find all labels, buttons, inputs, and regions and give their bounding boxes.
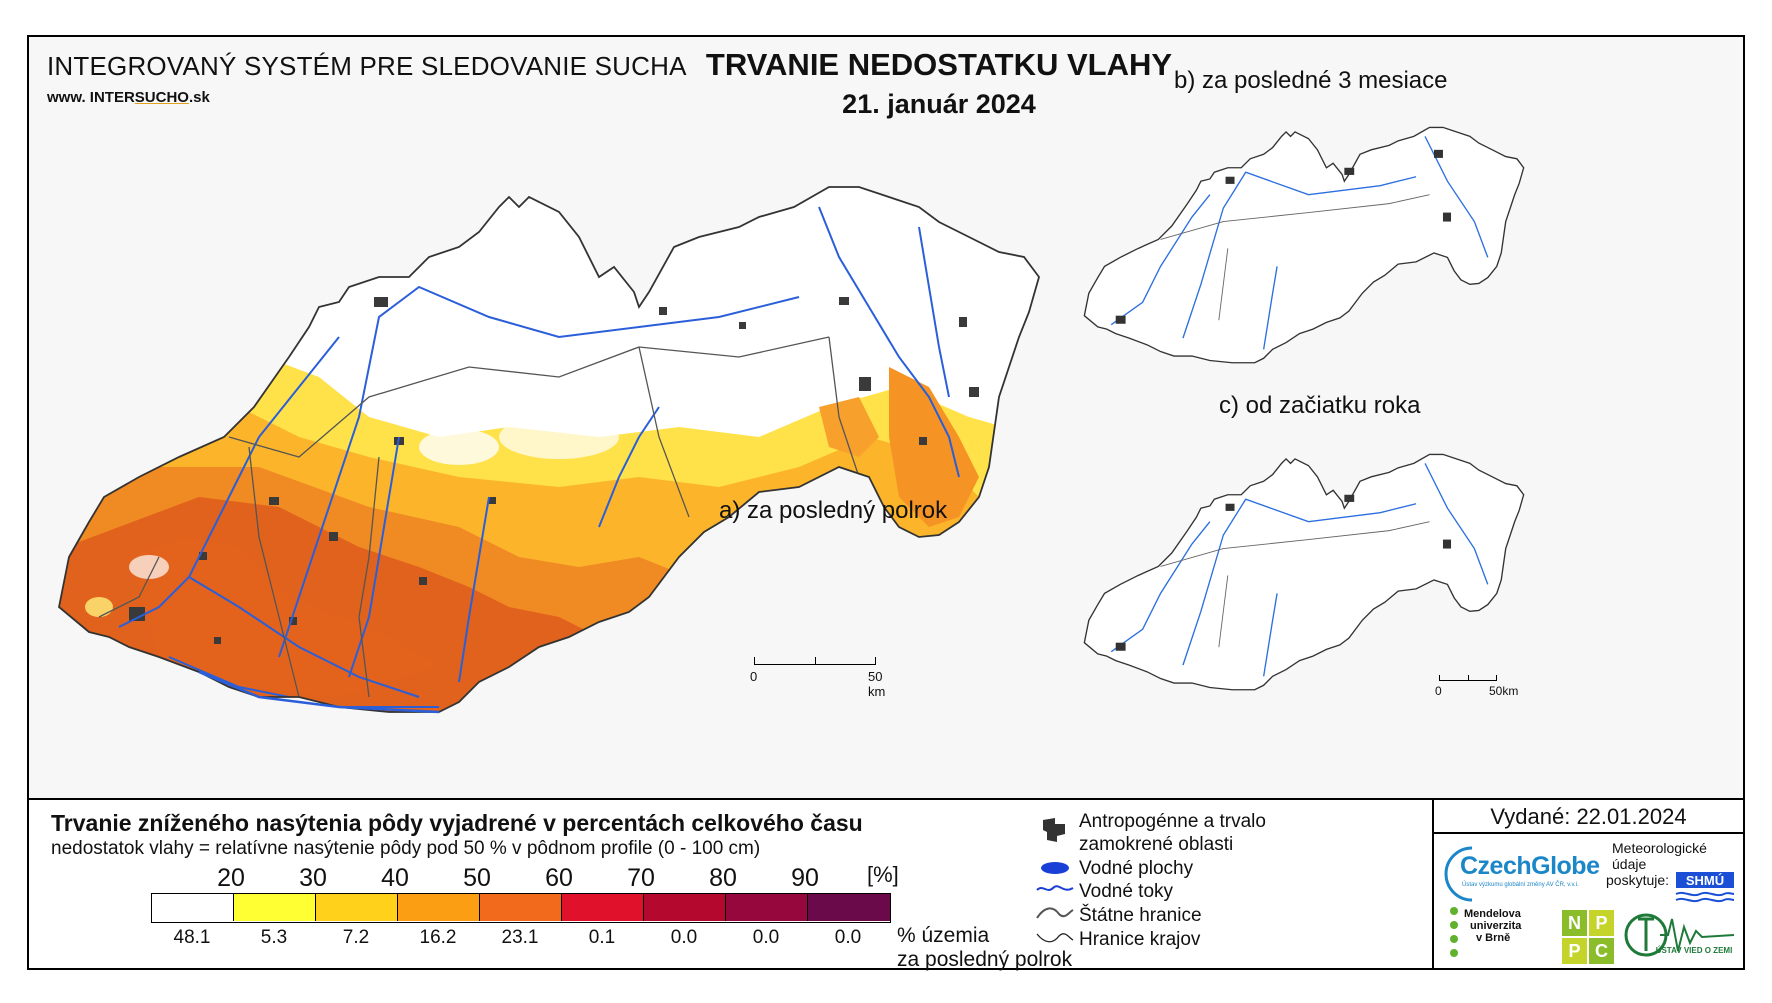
main-map-slovakia [58, 186, 1040, 714]
legend-tick-label: 40 [381, 864, 409, 892]
system-title: INTEGROVANÝ SYSTÉM PRE SLEDOVANIE SUCHA [47, 51, 687, 81]
legend-swatch [152, 894, 234, 921]
legend-percent-value: 16.2 [419, 927, 457, 948]
svg-text:SHMÚ: SHMÚ [1686, 873, 1724, 888]
map-area: INTEGROVANÝ SYSTÉM PRE SLEDOVANIE SUCHA … [29, 37, 1743, 798]
earth-science-institute-logo: ÚSTAV VIED O ZEMI [1624, 913, 1735, 957]
legend-tick-label: 70 [627, 864, 655, 892]
map-since-start-of-year [1083, 453, 1525, 691]
legend-swatch [480, 894, 562, 921]
svg-text:ÚSTAV VIED O ZEMI: ÚSTAV VIED O ZEMI [1656, 946, 1733, 955]
legend-swatch [644, 894, 726, 921]
legend-tick-label: 50 [463, 864, 491, 892]
scale-small-end: 50km [1489, 684, 1519, 698]
legend-swatch [562, 894, 644, 921]
water-courses-label: Vodné toky [1079, 881, 1174, 902]
panel-b-label: b) za posledné 3 mesiace [1174, 67, 1448, 94]
issuer-panel: Vydané: 22.01.2024 CzechGlobe Ústav výzk… [1432, 800, 1743, 968]
legend-percent-value: 0.0 [670, 927, 698, 948]
legend-tick-label: 90 [791, 864, 819, 892]
state-border-label: Štátne hranice [1079, 905, 1202, 926]
meteo-provider-label: Meteorologické údaje poskytuje: [1606, 840, 1707, 888]
legend-percent-value: 7.2 [342, 927, 370, 948]
legend-percent-value: 23.1 [501, 927, 539, 948]
scale-bar-main: 0 50 km [750, 657, 885, 699]
legend-percent-value: 0.0 [752, 927, 780, 948]
mendel-university-logo: Mendelova univerzita v Brně [1450, 907, 1521, 957]
legend-percentages: 48.1 5.3 7.2 16.2 23.1 0.1 0.0 0.0 0.0 [151, 927, 889, 951]
main-title: TRVANIE NEDOSTATKU VLAHY [705, 47, 1173, 82]
legend-swatch [316, 894, 398, 921]
legend-swatch [726, 894, 808, 921]
legend-tick-label: 20 [217, 864, 245, 892]
issued-date: Vydané: 22.01.2024 [1434, 800, 1743, 834]
map-date: 21. január 2024 [842, 89, 1036, 119]
scale-main-end: 50 km [868, 669, 886, 699]
legend-tick-label: 30 [299, 864, 327, 892]
nppc-logo: N P P C [1562, 910, 1614, 964]
legend-swatch [234, 894, 316, 921]
legend-swatch [398, 894, 480, 921]
state-border-icon [1036, 907, 1074, 919]
legend-color-scale [151, 893, 891, 923]
legend-percent-label: % územia za posledný polrok [897, 924, 1073, 971]
map-frame: INTEGROVANÝ SYSTÉM PRE SLEDOVANIE SUCHA … [27, 35, 1745, 971]
scale-small-zero: 0 [1435, 684, 1442, 698]
shmu-logo: SHMÚ [1675, 872, 1735, 903]
legend-tick-label: 60 [545, 864, 573, 892]
scale-bar-small: 0 50km [1435, 675, 1518, 701]
legend-subtitle: nedostatok vlahy = relatívne nasýtenie p… [51, 838, 761, 859]
legend-tick-label: 80 [709, 864, 737, 892]
legend-percent-value: 5.3 [260, 927, 288, 948]
legend-unit: [%] [867, 862, 899, 887]
legend-percent-value: 0.0 [834, 927, 862, 948]
panel-c-label: c) od začiatku roka [1219, 392, 1421, 419]
czechglobe-logo: CzechGlobe Ústav výzkumu globální změny … [1442, 842, 1602, 904]
legend-panel: Trvanie zníženého nasýtenia pôdy vyjadre… [29, 798, 1743, 971]
legend-title: Trvanie zníženého nasýtenia pôdy vyjadre… [51, 810, 863, 836]
legend-percent-value: 48.1 [173, 927, 211, 948]
legend-percent-value: 0.1 [588, 927, 616, 948]
legend-swatch [808, 894, 890, 921]
region-border-label: Hranice krajov [1079, 929, 1201, 950]
map-last-3-months [1083, 126, 1525, 364]
region-border-icon [1036, 933, 1074, 943]
anthropogenic-area-icon [1043, 818, 1065, 842]
scale-main-zero: 0 [750, 669, 758, 684]
panel-a-label: a) za posledný polrok [719, 497, 948, 524]
water-body-icon [1041, 862, 1069, 874]
system-url[interactable]: www. INTERSUCHO.sk [47, 89, 210, 106]
legend-ticks: 20 30 40 50 60 70 80 90 [%] [149, 862, 919, 894]
water-bodies-label: Vodné plochy [1079, 858, 1194, 879]
water-course-icon [1036, 885, 1074, 891]
anthropogenic-label: Antropogénne a trvalo zamokrené oblasti [1079, 811, 1266, 855]
